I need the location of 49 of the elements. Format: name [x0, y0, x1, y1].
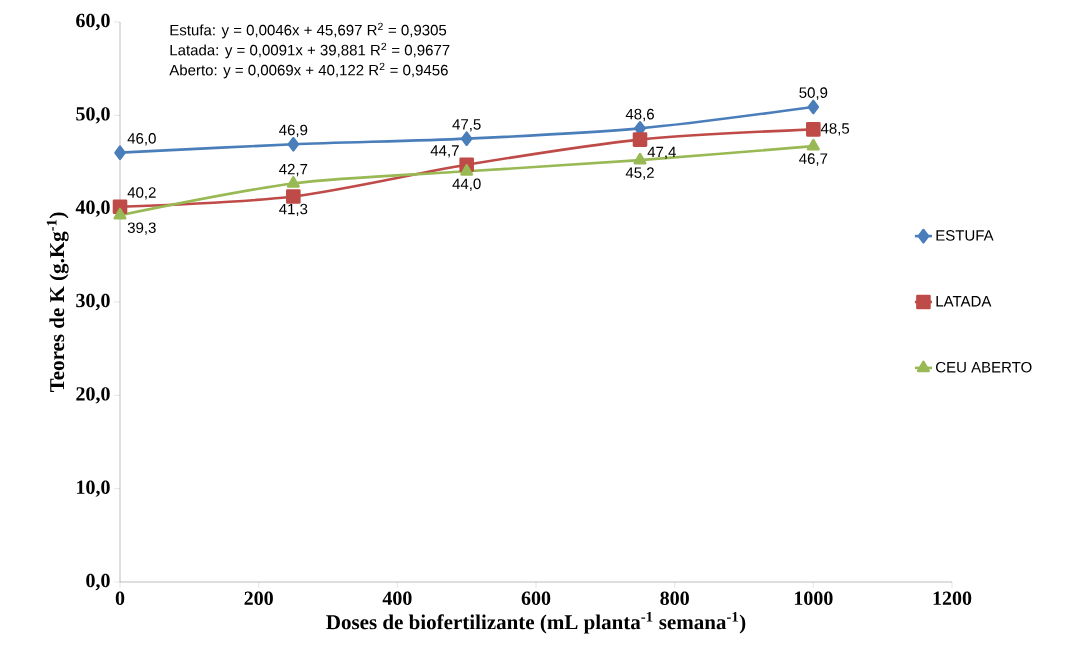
x-tick-label: 200 [244, 591, 273, 606]
x-tick-label: 0 [115, 591, 125, 606]
point [286, 176, 300, 188]
x-tick-label: 600 [521, 591, 551, 606]
y-tick-label: 50,0 [76, 107, 110, 124]
point [806, 138, 820, 151]
y-tick-label: 60,0 [76, 13, 110, 31]
y-tick-label: 30,0 [76, 293, 110, 311]
y-tick-label: 20,0 [76, 387, 110, 404]
data-label: 50,9 [799, 87, 828, 100]
data-label: 48,5 [820, 123, 850, 136]
data-label: 44,7 [430, 145, 459, 158]
data-label: 41,3 [279, 203, 308, 217]
data-label: 40,2 [127, 187, 156, 200]
data-label: 42,7 [279, 163, 308, 177]
point [287, 136, 300, 152]
data-label: 46,7 [799, 153, 828, 166]
x-tick-label: 1000 [794, 591, 833, 606]
annotation: Aberto: y = 0,0069x + 40,122 R$^{2}$ = 0,9456 [169, 62, 448, 79]
legend-label: ESTUFA [936, 230, 994, 241]
y-axis-title: Teores de K (g.Kg$^{-1}$) [46, 212, 69, 393]
data-label: 47,5 [452, 119, 481, 132]
data-label: 45,2 [625, 167, 654, 180]
annotation: Latada: y = 0,0091x + 39,881 R$^{2}$ = 0,9677 [170, 42, 450, 59]
legend-label: LATADA [936, 296, 992, 307]
point [286, 189, 301, 204]
y-tick-label: 0,0 [86, 573, 110, 591]
point [113, 207, 127, 220]
point [460, 131, 473, 146]
x-tick-label: 800 [660, 591, 689, 606]
y-tick-label: 10,0 [77, 480, 110, 497]
point [460, 164, 474, 176]
data-label: 39,3 [127, 222, 156, 235]
legend-label: CEU ABERTO [936, 361, 1032, 373]
data-label: 46,0 [127, 133, 156, 146]
x-axis-title: Doses de biofertilizante (mL planta$^{-1}$ semana$^{-1}$) [326, 611, 746, 634]
data-label: 46,9 [279, 124, 308, 138]
x-tick-label: 400 [382, 591, 412, 606]
x-tick-label: 1200 [933, 591, 972, 606]
point [114, 145, 126, 160]
data-label: 47,4 [647, 146, 676, 160]
point [632, 132, 648, 147]
point [633, 152, 647, 165]
data-label: 48,6 [625, 108, 654, 122]
annotation: Estufa: y = 0,0046x + 45,697 R$^{2}$ = 0,9305 [170, 22, 447, 39]
y-tick-label: 40,0 [75, 200, 110, 217]
data-label: 44,0 [452, 178, 481, 191]
point [807, 99, 820, 115]
point [806, 122, 821, 137]
